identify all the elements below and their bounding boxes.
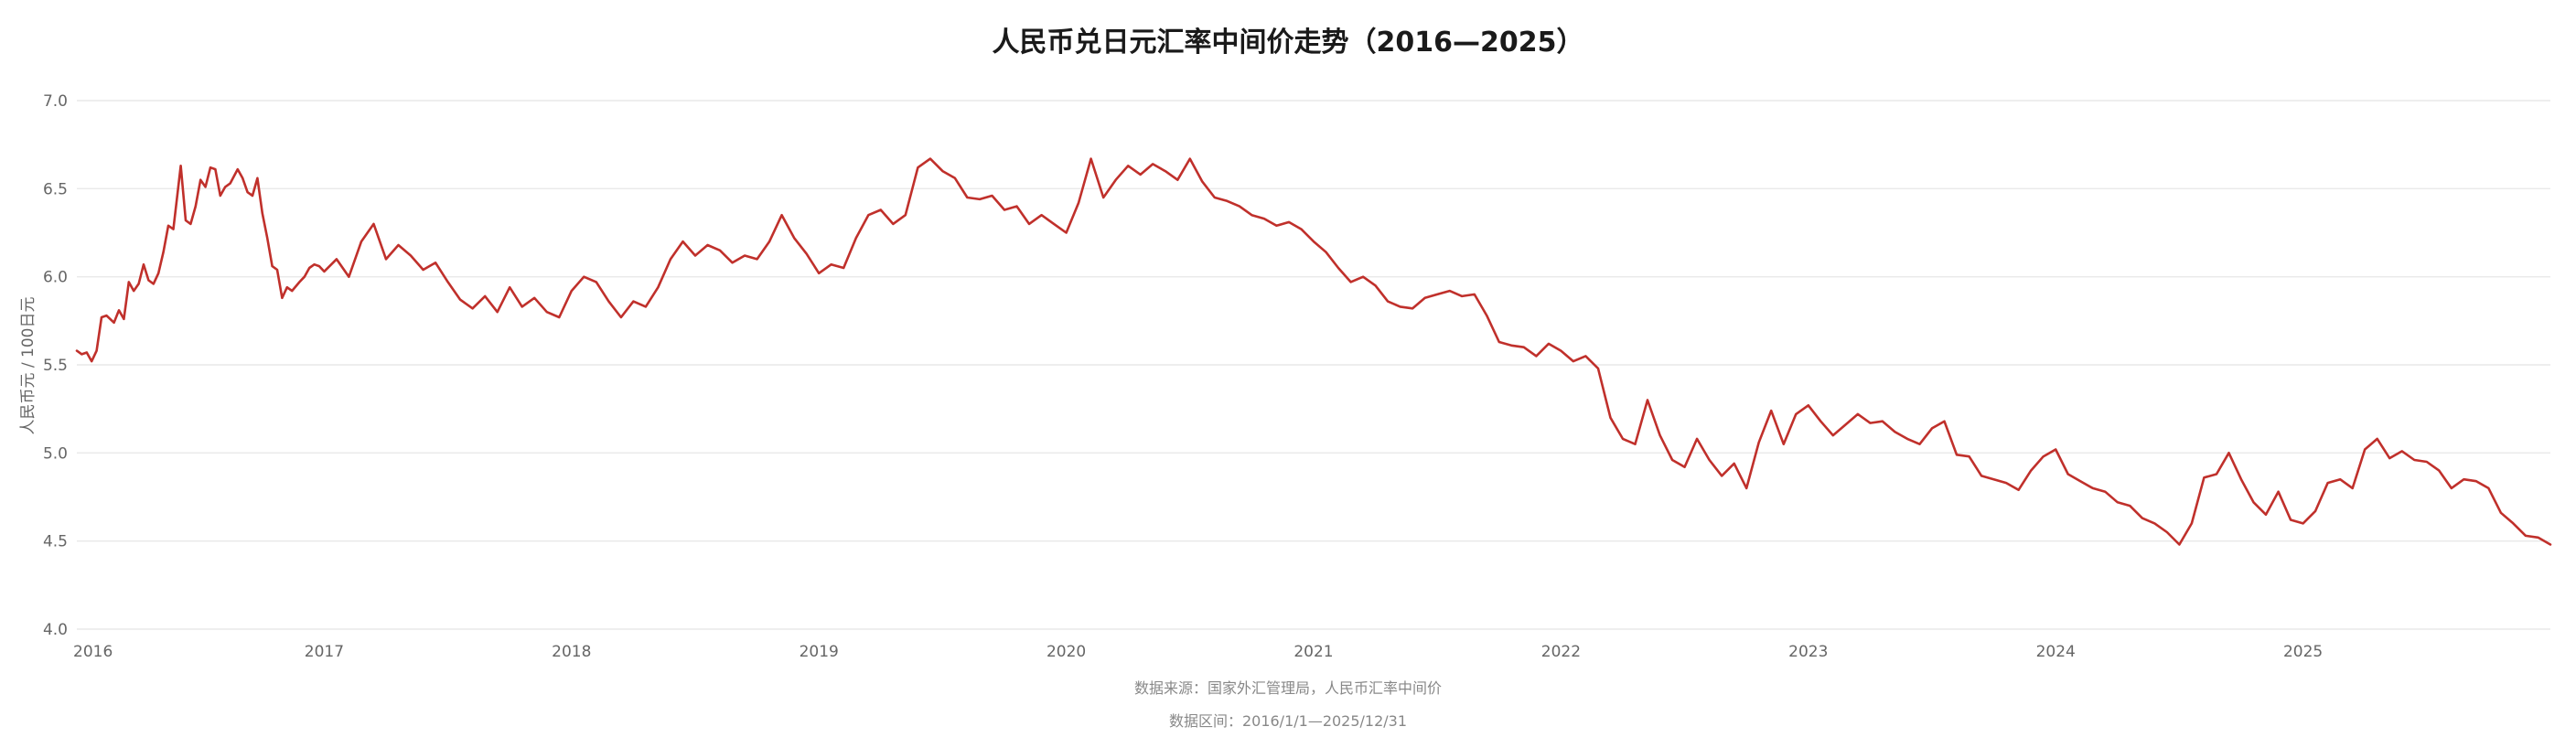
x-axis-ticks: 2016 2017 2018 2019 2020 2021 2022 2023 2024 2025 (73, 643, 2323, 661)
x-tick-label: 2016 (73, 643, 113, 661)
series-layer (75, 157, 2552, 546)
y-tick-label: 5.0 (43, 444, 68, 463)
y-tick-label: 4.5 (43, 533, 68, 551)
y-tick-label: 6.0 (43, 269, 68, 287)
grid-lines (77, 100, 2550, 630)
x-tick-label: 2018 (552, 643, 591, 661)
x-tick-label: 2025 (2283, 643, 2323, 661)
x-tick-label: 2022 (1541, 643, 1581, 661)
x-tick-label: 2021 (1293, 643, 1333, 661)
x-tick-label: 2017 (305, 643, 344, 661)
x-tick-label: 2024 (2036, 643, 2076, 661)
y-tick-label: 6.5 (43, 180, 68, 198)
y-tick-label: 7.0 (43, 92, 68, 111)
y-axis-ticks: 4.0 4.5 5.0 5.5 6.0 6.5 7.0 (43, 92, 68, 639)
x-tick-label: 2023 (1788, 643, 1828, 661)
series-line (75, 157, 2552, 546)
x-tick-label: 2020 (1046, 643, 1086, 661)
y-tick-label: 4.0 (43, 621, 68, 639)
range-note: 数据区间：2016/1/1—2025/12/31 (1169, 712, 1407, 730)
chart-title: 人民币兑日元汇率中间价走势（2016—2025） (993, 27, 1584, 59)
x-tick-label: 2019 (800, 643, 839, 661)
source-note: 数据来源：国家外汇管理局，人民币汇率中间价 (1134, 679, 1442, 697)
y-tick-label: 5.5 (43, 357, 68, 375)
y-axis-label: 人民币元 / 100日元 (19, 297, 38, 435)
